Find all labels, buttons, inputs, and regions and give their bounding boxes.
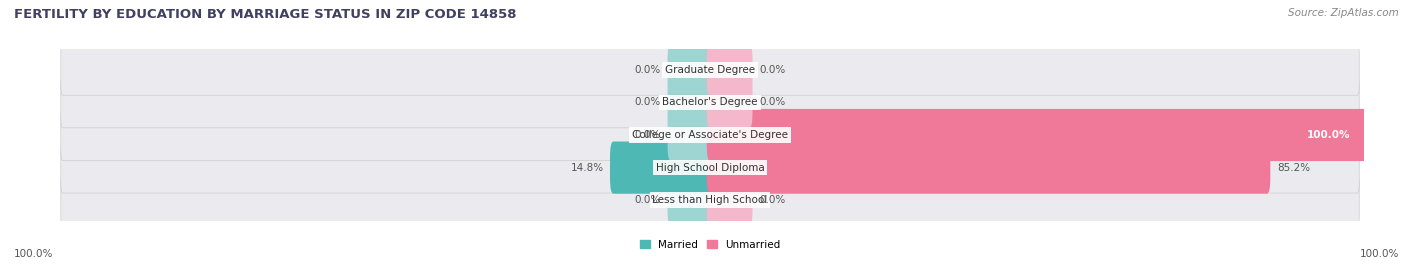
Legend: Married, Unmarried: Married, Unmarried [636,236,785,254]
Text: Source: ZipAtlas.com: Source: ZipAtlas.com [1288,8,1399,18]
Text: 0.0%: 0.0% [634,130,661,140]
FancyBboxPatch shape [668,76,713,129]
Text: 0.0%: 0.0% [634,195,661,205]
Text: 0.0%: 0.0% [634,65,661,75]
FancyBboxPatch shape [668,109,713,161]
Text: 14.8%: 14.8% [571,163,603,173]
FancyBboxPatch shape [60,110,1360,160]
Text: 100.0%: 100.0% [14,249,53,259]
Text: 100.0%: 100.0% [1360,249,1399,259]
FancyBboxPatch shape [60,142,1360,193]
FancyBboxPatch shape [60,175,1360,226]
FancyBboxPatch shape [668,44,713,96]
FancyBboxPatch shape [668,174,713,226]
Text: FERTILITY BY EDUCATION BY MARRIAGE STATUS IN ZIP CODE 14858: FERTILITY BY EDUCATION BY MARRIAGE STATU… [14,8,516,21]
FancyBboxPatch shape [60,77,1360,128]
FancyBboxPatch shape [707,109,1367,161]
FancyBboxPatch shape [610,141,713,194]
Text: Bachelor's Degree: Bachelor's Degree [662,97,758,107]
Text: 0.0%: 0.0% [759,97,786,107]
Text: High School Diploma: High School Diploma [655,163,765,173]
Text: 0.0%: 0.0% [634,97,661,107]
Text: 0.0%: 0.0% [759,195,786,205]
FancyBboxPatch shape [707,141,1271,194]
FancyBboxPatch shape [707,76,752,129]
Text: 100.0%: 100.0% [1308,130,1351,140]
Text: Graduate Degree: Graduate Degree [665,65,755,75]
Text: 0.0%: 0.0% [759,65,786,75]
FancyBboxPatch shape [60,44,1360,95]
Text: Less than High School: Less than High School [652,195,768,205]
FancyBboxPatch shape [707,174,752,226]
Text: 85.2%: 85.2% [1277,163,1310,173]
Text: College or Associate's Degree: College or Associate's Degree [633,130,787,140]
FancyBboxPatch shape [707,44,752,96]
